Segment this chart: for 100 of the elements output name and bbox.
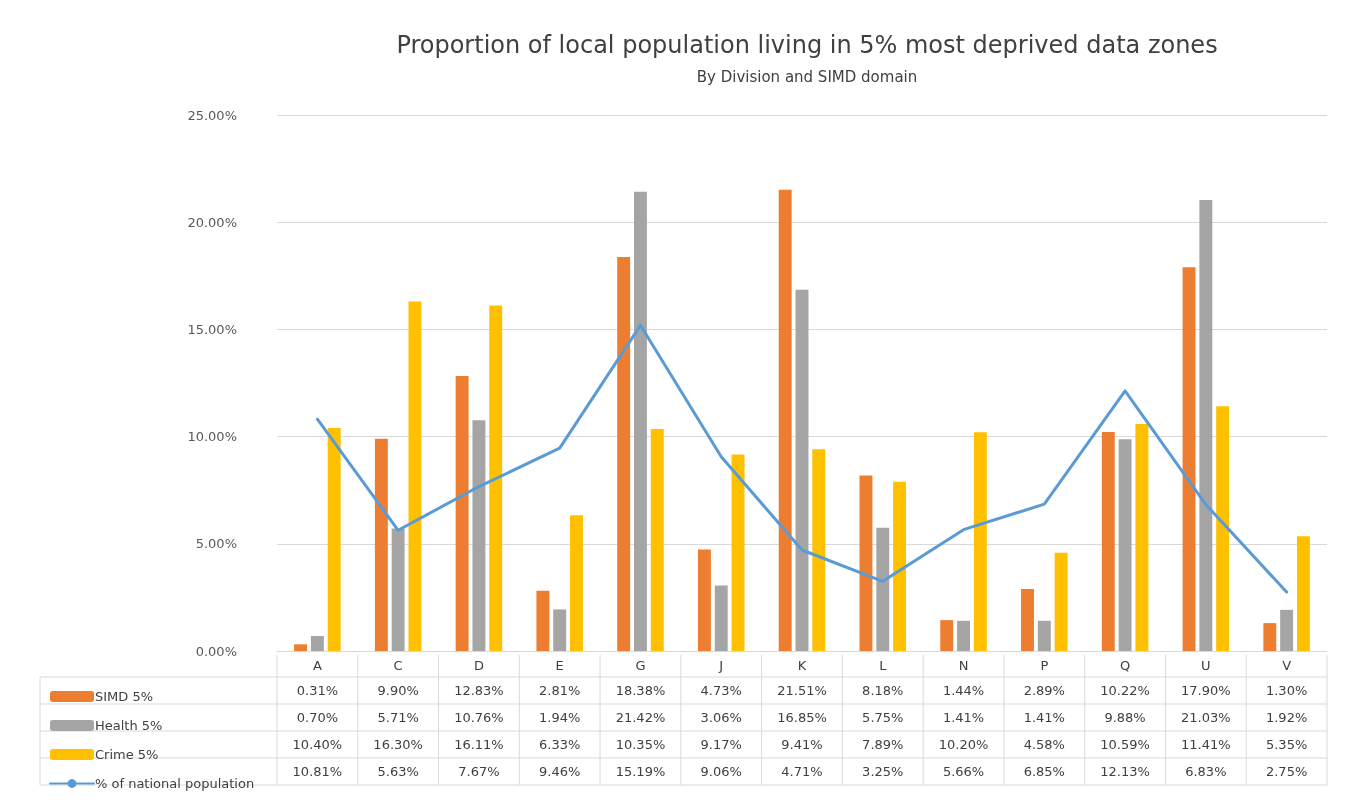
- data-label: 21.42%: [615, 710, 666, 725]
- data-label: 9.41%: [781, 737, 823, 752]
- bar: [973, 432, 987, 651]
- x-tick-label: D: [473, 658, 484, 673]
- data-label: 16.11%: [454, 737, 504, 752]
- bar: [536, 590, 550, 651]
- bar: [795, 289, 809, 651]
- data-label: 2.89%: [1023, 683, 1065, 698]
- data-label: 1.44%: [942, 683, 985, 698]
- data-label: 17.90%: [1181, 683, 1231, 698]
- data-label: 9.46%: [539, 764, 581, 779]
- bar: [294, 644, 308, 651]
- y-tick-label: 20.00%: [187, 214, 237, 230]
- bar: [327, 428, 341, 651]
- data-label: 4.73%: [700, 683, 742, 698]
- bar: [374, 438, 388, 651]
- y-tick-label: 5.00%: [195, 536, 237, 552]
- x-tick-label: P: [1040, 658, 1049, 673]
- data-label: 7.67%: [458, 764, 500, 779]
- line-series: [315, 323, 1289, 594]
- x-tick-label: C: [393, 658, 403, 673]
- bar: [697, 549, 711, 651]
- data-label: 6.33%: [539, 737, 581, 752]
- y-tick-label: 0.00%: [195, 643, 237, 659]
- bar: [1182, 267, 1196, 651]
- bar: [408, 301, 422, 651]
- data-label: 16.30%: [373, 737, 423, 752]
- x-tick-label: K: [797, 658, 807, 673]
- x-tick-label: L: [879, 658, 888, 673]
- data-label: 5.75%: [862, 710, 904, 725]
- data-label: 0.70%: [296, 710, 339, 725]
- data-label: 10.40%: [292, 737, 343, 752]
- data-label: 21.03%: [1181, 710, 1231, 725]
- data-label: 18.38%: [615, 683, 666, 698]
- data-label: 2.81%: [539, 683, 581, 698]
- bar: [1296, 536, 1310, 651]
- data-label: 1.94%: [539, 710, 581, 725]
- bar: [812, 449, 826, 651]
- data-label: 1.30%: [1265, 683, 1308, 698]
- bar: [617, 256, 631, 651]
- data-label: 8.18%: [862, 683, 904, 698]
- x-tick-label: J: [718, 658, 724, 673]
- bar: [1280, 609, 1294, 651]
- bar: [957, 620, 970, 651]
- data-label: 15.19%: [615, 764, 666, 779]
- data-label: 1.41%: [942, 710, 985, 725]
- data-label: 10.35%: [615, 737, 666, 752]
- bar: [1216, 406, 1230, 651]
- chart-subtitle: By Division and SIMD domain: [696, 67, 918, 86]
- data-label: 1.92%: [1265, 710, 1308, 725]
- bar: [455, 375, 469, 651]
- x-tick-label: G: [635, 658, 646, 673]
- bar: [1135, 423, 1149, 651]
- bar: [940, 620, 954, 651]
- bar: [1118, 439, 1132, 651]
- data-label: 4.71%: [781, 764, 823, 779]
- bar: [650, 429, 664, 651]
- x-tick-label: V: [1282, 658, 1292, 673]
- data-label: 10.22%: [1100, 683, 1150, 698]
- x-tick-label: Q: [1119, 658, 1131, 673]
- data-label: 10.20%: [938, 737, 989, 752]
- data-label: 5.63%: [377, 764, 419, 779]
- chart-title: Proportion of local population living in 5% most deprived data zones: [396, 31, 1218, 59]
- x-tick-label: U: [1201, 658, 1211, 673]
- bar: [1021, 589, 1034, 651]
- data-label: 5.71%: [377, 710, 419, 725]
- data-label: 6.85%: [1023, 764, 1065, 779]
- bar: [634, 191, 647, 651]
- data-label: 7.89%: [862, 737, 904, 752]
- bar: [893, 481, 907, 651]
- bar: [472, 420, 486, 651]
- bar: [570, 515, 583, 651]
- data-label: 11.41%: [1181, 737, 1231, 752]
- bar: [859, 475, 873, 651]
- bar: [1263, 623, 1277, 651]
- data-label: 9.88%: [1104, 710, 1146, 725]
- legend-label: SIMD 5%: [95, 689, 154, 704]
- bar: [714, 585, 728, 651]
- data-label: 0.31%: [296, 683, 339, 698]
- legend-label: Health 5%: [95, 718, 163, 733]
- bar: [1037, 620, 1051, 651]
- bar: [876, 527, 890, 651]
- bar: [1101, 431, 1115, 651]
- bar: [553, 609, 567, 651]
- data-label: 21.51%: [777, 683, 827, 698]
- data-label: 5.35%: [1265, 737, 1308, 752]
- data-label: 3.25%: [862, 764, 904, 779]
- data-label: 9.90%: [377, 683, 419, 698]
- data-label: 1.41%: [1023, 710, 1065, 725]
- legend-label: Crime 5%: [95, 747, 159, 762]
- data-label: 10.59%: [1100, 737, 1150, 752]
- y-tick-label: 10.00%: [187, 429, 237, 445]
- bar: [778, 189, 792, 651]
- bar: [489, 305, 503, 651]
- data-label: 12.83%: [454, 683, 504, 698]
- bar: [391, 528, 405, 651]
- data-label: 9.06%: [700, 764, 742, 779]
- data-label: 6.83%: [1185, 764, 1227, 779]
- data-label: 16.85%: [777, 710, 827, 725]
- bar: [1199, 200, 1213, 651]
